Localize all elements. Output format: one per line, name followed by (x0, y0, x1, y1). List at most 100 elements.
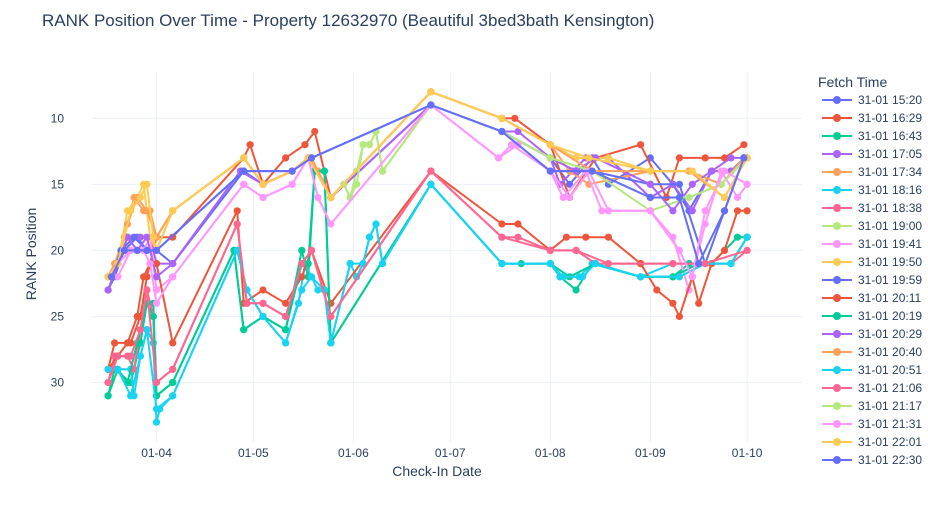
data-point (498, 220, 506, 228)
data-point (646, 193, 654, 202)
data-point (169, 233, 177, 241)
legend-label: 31-01 18:16 (858, 183, 922, 197)
data-point (604, 233, 613, 241)
legend-item[interactable]: 31-01 20:11 (822, 291, 921, 305)
data-point (378, 167, 387, 175)
data-point (572, 246, 580, 254)
data-point (695, 260, 703, 268)
legend-label: 31-01 16:43 (858, 129, 922, 143)
data-point (259, 193, 267, 202)
series-line (107, 170, 748, 397)
legend-item[interactable]: 31-01 19:41 (822, 237, 922, 251)
data-point (688, 167, 696, 175)
data-point (243, 299, 251, 307)
data-point (259, 312, 267, 321)
data-point (514, 127, 522, 136)
legend-label: 31-01 20:51 (858, 363, 922, 377)
legend-item[interactable]: 31-01 18:38 (822, 201, 922, 215)
data-point (327, 339, 335, 347)
legend-item[interactable]: 31-01 22:30 (822, 453, 922, 467)
legend-item[interactable]: 31-01 19:00 (822, 219, 922, 233)
legend-label: 31-01 16:29 (858, 111, 922, 125)
data-point (695, 299, 703, 307)
data-point (233, 246, 241, 254)
data-point (546, 154, 554, 162)
data-point (123, 339, 132, 347)
legend-item[interactable]: 31-01 16:43 (822, 129, 922, 143)
legend-item[interactable]: 31-01 21:06 (822, 381, 922, 395)
data-point (566, 180, 574, 188)
data-point (136, 193, 144, 202)
legend-marker-icon (833, 132, 841, 140)
legend-item[interactable]: 31-01 20:40 (822, 345, 922, 359)
data-point (733, 193, 742, 202)
legend-title: Fetch Time (818, 74, 887, 90)
data-point (498, 127, 506, 136)
legend-item[interactable]: 31-01 19:59 (822, 273, 922, 287)
data-point (588, 167, 596, 175)
data-point (149, 233, 157, 241)
data-point (585, 154, 593, 162)
data-point (669, 299, 677, 307)
legend-item[interactable]: 31-01 21:31 (822, 417, 922, 431)
data-point (240, 326, 248, 334)
data-point (720, 167, 729, 175)
legend-label: 31-01 21:06 (858, 381, 922, 395)
data-point (685, 193, 693, 202)
legend-label: 31-01 18:38 (858, 201, 922, 215)
data-point (307, 154, 316, 162)
series-line (107, 104, 748, 305)
data-point (240, 154, 248, 162)
legend-item[interactable]: 31-01 19:50 (822, 255, 922, 269)
data-point (675, 180, 684, 188)
legend-marker-icon (833, 276, 841, 284)
data-point (743, 180, 751, 188)
data-point (604, 154, 613, 162)
data-point (104, 392, 112, 400)
data-point (282, 339, 290, 347)
legend-item[interactable]: 31-01 20:51 (822, 363, 922, 377)
data-point (169, 392, 177, 400)
legend-label: 31-01 19:59 (858, 273, 922, 287)
legend-item[interactable]: 31-01 15:20 (822, 93, 922, 107)
data-point (282, 326, 290, 334)
data-point (701, 154, 709, 162)
data-point (143, 246, 151, 254)
data-point (143, 233, 151, 241)
legend-item[interactable]: 31-01 21:17 (822, 399, 922, 413)
legend-item[interactable]: 31-01 20:19 (822, 309, 922, 323)
data-point (495, 154, 503, 162)
data-point (559, 273, 567, 281)
data-point (546, 246, 554, 254)
legend-label: 31-01 19:00 (858, 219, 922, 233)
legend-item[interactable]: 31-01 18:16 (822, 183, 922, 197)
data-point (675, 246, 684, 254)
data-point (136, 352, 144, 360)
y-tick-label: 15 (51, 177, 65, 191)
y-tick-label: 30 (51, 376, 65, 390)
data-point (353, 180, 361, 188)
legend-item[interactable]: 31-01 17:34 (822, 165, 922, 179)
y-tick-label: 20 (51, 243, 65, 257)
legend-item[interactable]: 31-01 22:01 (822, 435, 922, 449)
data-point (146, 260, 154, 268)
data-point (169, 378, 177, 387)
legend-item[interactable]: 31-01 17:05 (822, 147, 922, 161)
data-point (591, 260, 600, 268)
data-point (675, 154, 684, 162)
legend: Fetch Time 31-01 15:20 31-01 16:29 31-01 1… (818, 74, 922, 467)
legend-label: 31-01 19:50 (858, 255, 922, 269)
data-point (688, 207, 696, 215)
data-point (282, 299, 290, 307)
legend-label: 31-01 21:31 (858, 417, 922, 431)
legend-label: 31-01 17:34 (858, 165, 922, 179)
data-point (327, 220, 335, 228)
legend-item[interactable]: 31-01 16:29 (822, 111, 922, 125)
data-point (572, 286, 580, 294)
data-point (675, 273, 684, 281)
legend-item[interactable]: 31-01 20:29 (822, 327, 922, 341)
data-point (546, 260, 554, 268)
data-point (133, 312, 141, 321)
